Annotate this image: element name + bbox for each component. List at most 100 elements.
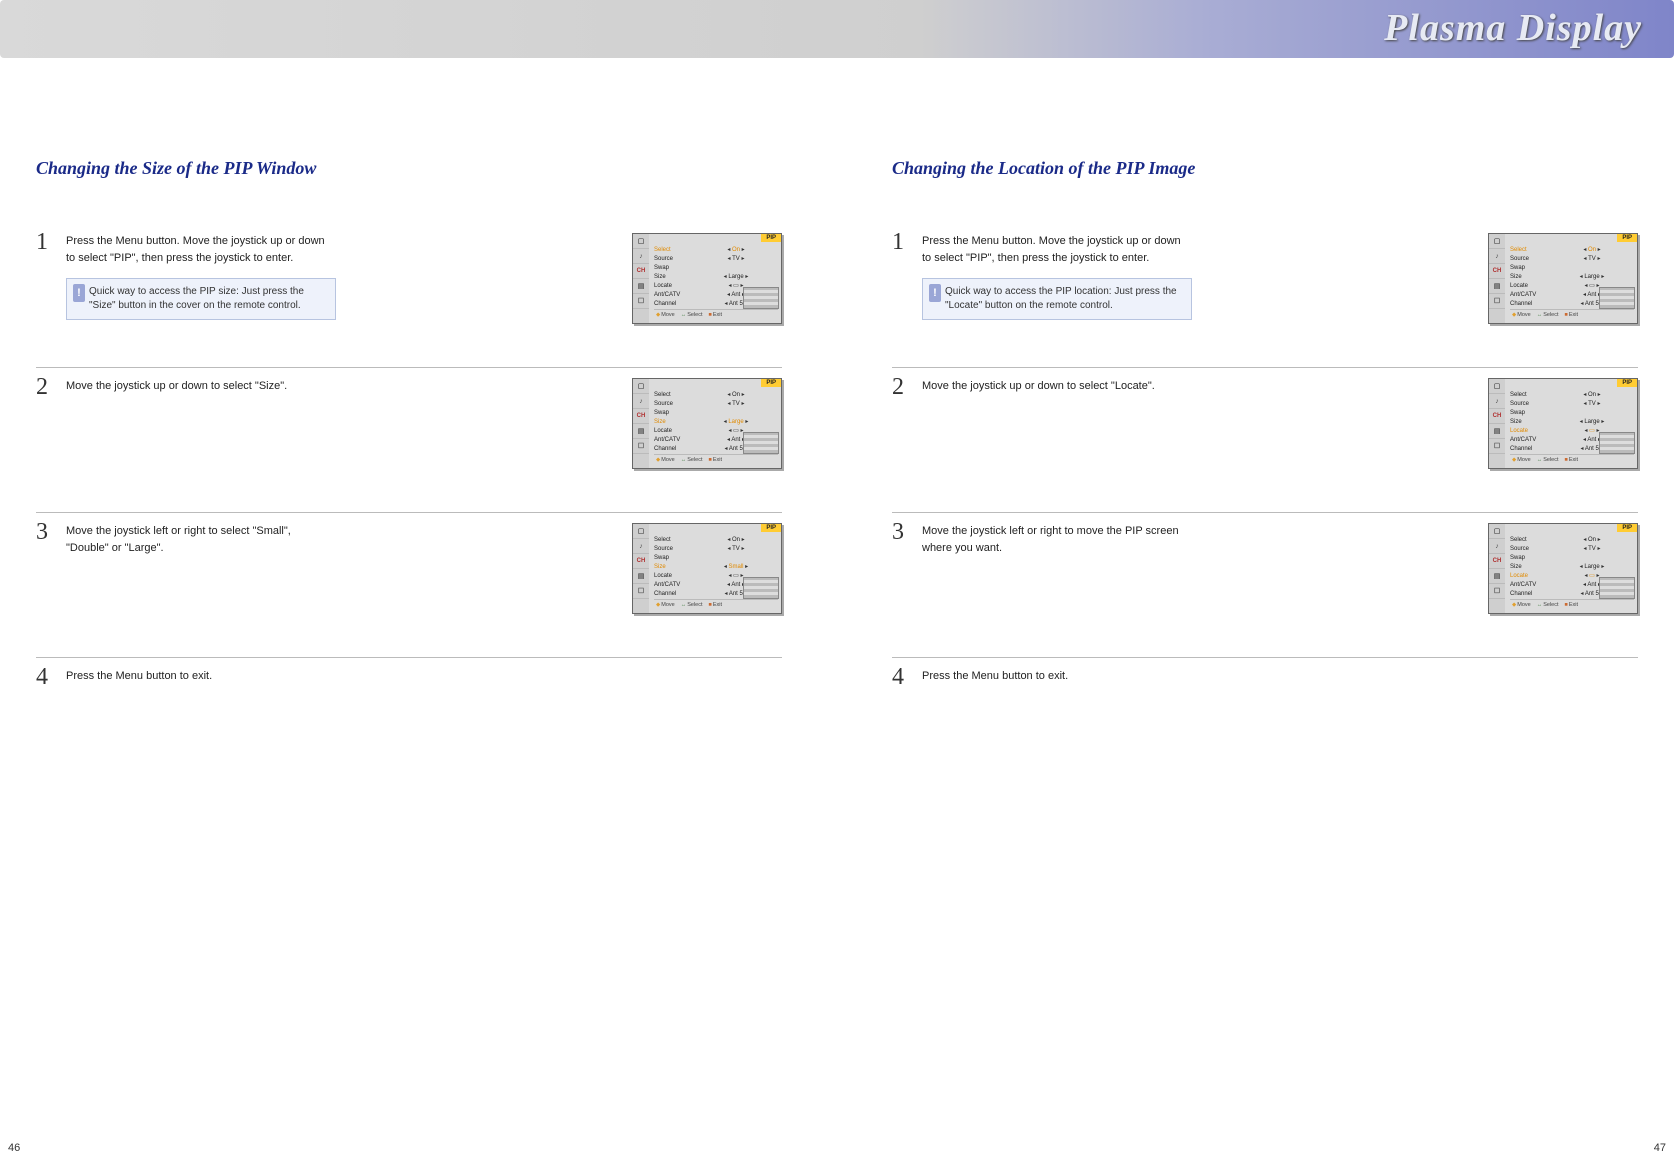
osd-screenshot: ▢♪CH▤☐PIPSelect◂ On ▸Source◂ TV ▸SwapSiz… [1488,378,1638,469]
step-figure: ▢♪CH▤☐PIPSelect◂ On ▸Source◂ TV ▸SwapSiz… [632,523,782,614]
osd-menu-row: Source◂ TV ▸ [654,255,778,264]
osd-sidebar-icon: CH [633,554,649,569]
step-text: Press the Menu button to exit. [922,668,1192,685]
osd-header: PIP [1617,379,1637,387]
step-number: 4 [36,664,48,691]
tip-icon: ! [929,284,941,302]
section-title: Changing the Location of the PIP Image [892,158,1638,179]
osd-screenshot: ▢♪CH▤☐PIPSelect◂ On ▸Source◂ TV ▸SwapSiz… [632,233,782,324]
step-number: 1 [36,229,48,256]
step-number: 1 [892,229,904,256]
step: 2Move the joystick up or down to select … [892,367,1638,488]
osd-header: PIP [1617,524,1637,532]
osd-footer: MoveSelectExit [654,454,778,466]
osd-footer: MoveSelectExit [1510,309,1634,321]
osd-menu-row: Select◂ On ▸ [1510,536,1634,545]
step-text: Move the joystick up or down to select "… [66,378,336,395]
column: Changing the Size of the PIP Window1Pres… [36,158,782,802]
osd-sidebar-icon: ♪ [633,394,649,409]
osd-sidebar-icon: ▢ [1489,379,1505,394]
osd-sidebar-icon: ▢ [1489,234,1505,249]
osd-menu-row: Size◂ Large ▸ [654,273,778,282]
osd-sidebar-icon: ♪ [1489,539,1505,554]
osd-menu-row: Size◂ Large ▸ [1510,418,1634,427]
osd-menu-row: Source◂ TV ▸ [654,545,778,554]
step-text: Press the Menu button. Move the joystick… [66,233,336,320]
osd-footer: MoveSelectExit [654,309,778,321]
osd-pip-preview [743,287,779,309]
step-number: 2 [36,374,48,401]
step-text: Move the joystick left or right to move … [922,523,1192,556]
osd-sidebar-icon: CH [633,409,649,424]
osd-sidebar-icon: ☐ [1489,294,1505,309]
step: 3 Move the joystick left or right to sele… [36,512,782,633]
osd-sidebar-icon: ▤ [633,279,649,294]
osd-pip-preview [1599,287,1635,309]
page-number-right: 47 [1654,1142,1666,1154]
osd-sidebar-icon: CH [1489,264,1505,279]
osd-sidebar-icon: ☐ [633,584,649,599]
step-figure: ▢♪CH▤☐PIPSelect◂ On ▸Source◂ TV ▸SwapSiz… [632,378,782,469]
column: Changing the Location of the PIP Image1P… [892,158,1638,802]
step-text: Move the joystick left or right to selec… [66,523,336,556]
osd-sidebar-icon: ☐ [633,294,649,309]
osd-menu-row: Select◂ On ▸ [1510,246,1634,255]
osd-menu-row: Source◂ TV ▸ [1510,545,1634,554]
step-number: 4 [892,664,904,691]
page-number-left: 46 [8,1142,20,1154]
step: 3 Move the joystick left or right to move… [892,512,1638,633]
top-banner: Plasma Display [0,0,1674,58]
osd-pip-preview [743,432,779,454]
osd-sidebar-icon: ▤ [633,424,649,439]
step-text: Press the Menu button to exit. [66,668,336,685]
osd-footer: MoveSelectExit [654,599,778,611]
osd-sidebar-icon: ▢ [633,524,649,539]
step: 4 Press the Menu button to exit. [892,657,1638,778]
osd-menu-row: Select◂ On ▸ [654,246,778,255]
osd-menu-row: Source◂ TV ▸ [654,400,778,409]
osd-menu-row: Swap [654,264,778,273]
osd-sidebar-icon: ▤ [633,569,649,584]
osd-menu-row: Swap [1510,409,1634,418]
step-number: 3 [36,519,48,546]
osd-sidebar-icon: ☐ [1489,584,1505,599]
step-number: 3 [892,519,904,546]
osd-pip-preview [1599,432,1635,454]
osd-screenshot: ▢♪CH▤☐PIPSelect◂ On ▸Source◂ TV ▸SwapSiz… [1488,523,1638,614]
tip-box: !Quick way to access the PIP size: Just … [66,278,336,320]
osd-sidebar-icon: ▤ [1489,569,1505,584]
step-figure: ▢♪CH▤☐PIPSelect◂ On ▸Source◂ TV ▸SwapSiz… [1488,523,1638,614]
osd-menu-row: Source◂ TV ▸ [1510,255,1634,264]
step: 2 Move the joystick up or down to select … [36,367,782,488]
step: 4 Press the Menu button to exit. [36,657,782,778]
osd-sidebar-icon: ☐ [1489,439,1505,454]
step: 1 Press the Menu button. Move the joystic… [36,223,782,343]
osd-menu-row: Size◂ Large ▸ [1510,273,1634,282]
osd-sidebar-icon: ♪ [633,249,649,264]
osd-header: PIP [1617,234,1637,242]
osd-sidebar-icon: ▤ [1489,279,1505,294]
step: 1 Press the Menu button. Move the joystic… [892,223,1638,343]
osd-sidebar-icon: ♪ [633,539,649,554]
osd-sidebar-icon: ♪ [1489,249,1505,264]
osd-sidebar-icon: ▢ [633,379,649,394]
tip-icon: ! [73,284,85,302]
osd-sidebar-icon: CH [633,264,649,279]
osd-menu-row: Size◂ Small ▸ [654,563,778,572]
osd-footer: MoveSelectExit [1510,454,1634,466]
osd-menu-row: Swap [1510,264,1634,273]
osd-menu-row: Source◂ TV ▸ [1510,400,1634,409]
osd-pip-preview [1599,577,1635,599]
osd-sidebar-icon: ▢ [1489,524,1505,539]
osd-screenshot: ▢♪CH▤☐PIPSelect◂ On ▸Source◂ TV ▸SwapSiz… [632,523,782,614]
banner-title: Plasma Display [1384,6,1642,50]
step-figure: ▢♪CH▤☐PIPSelect◂ On ▸Source◂ TV ▸SwapSiz… [1488,378,1638,469]
osd-sidebar-icon: ▤ [1489,424,1505,439]
osd-menu-row: Swap [654,409,778,418]
step-text: Press the Menu button. Move the joystick… [922,233,1192,320]
osd-sidebar-icon: ☐ [633,439,649,454]
step-figure: ▢♪CH▤☐ PIP Select◂ On ▸Source◂ TV ▸SwapSiz… [1488,233,1638,324]
osd-header: PIP [761,379,781,387]
osd-menu-row: Size◂ Large ▸ [1510,563,1634,572]
osd-sidebar-icon: ♪ [1489,394,1505,409]
